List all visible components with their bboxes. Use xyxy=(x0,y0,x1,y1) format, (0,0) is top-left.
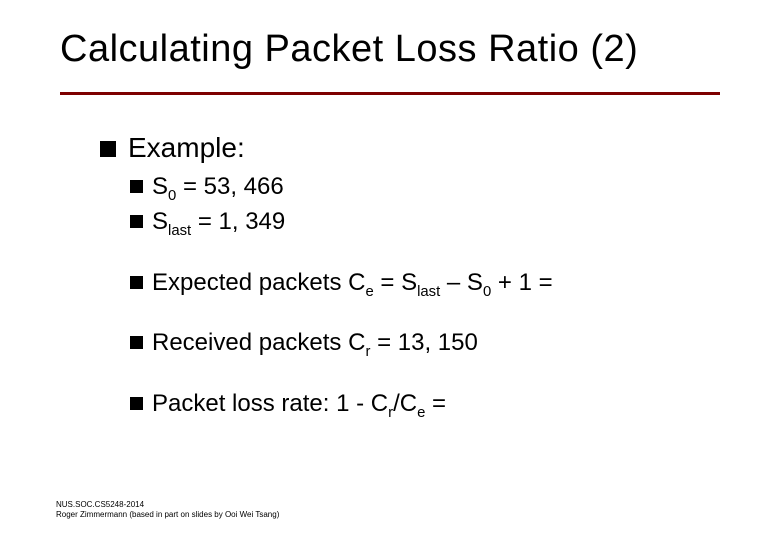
title-rule xyxy=(60,92,720,95)
loss-c: /C xyxy=(393,390,417,417)
spacer xyxy=(100,240,720,266)
content-area: Example: S0 = 53, 466 Slast = 1, 349 Exp… xyxy=(100,132,720,422)
item-received: Received packets Cr = 13, 150 xyxy=(130,326,720,361)
loss-e: = xyxy=(425,390,446,417)
expected-d: last xyxy=(417,283,440,299)
footer: NUS.SOC.CS5248-2014 Roger Zimmermann (ba… xyxy=(56,500,279,520)
expected-f: 0 xyxy=(483,283,491,299)
spacer xyxy=(100,361,720,387)
s0-var: S xyxy=(152,173,168,200)
item-loss: Packet loss rate: 1 - Cr/Ce = xyxy=(130,387,720,422)
heading-example: Example: xyxy=(100,132,720,164)
expected-b: e xyxy=(365,283,373,299)
expected-c: = S xyxy=(374,269,417,296)
received-c: = 13, 150 xyxy=(370,329,477,356)
expected-g: + 1 = xyxy=(491,269,552,296)
expected-a: Expected packets C xyxy=(152,269,365,296)
expected-e: – S xyxy=(440,269,483,296)
footer-line1: NUS.SOC.CS5248-2014 xyxy=(56,500,279,510)
slast-var: S xyxy=(152,208,168,235)
received-a: Received packets C xyxy=(152,329,365,356)
item-expected: Expected packets Ce = Slast – S0 + 1 = xyxy=(130,266,720,301)
item-s0: S0 = 53, 466 xyxy=(130,170,720,205)
slide-title: Calculating Packet Loss Ratio (2) xyxy=(60,28,638,71)
item-slast: Slast = 1, 349 xyxy=(130,205,720,240)
slast-val: = 1, 349 xyxy=(191,208,285,235)
slast-sub: last xyxy=(168,223,191,239)
s0-val: = 53, 466 xyxy=(176,173,283,200)
slide: Calculating Packet Loss Ratio (2) Exampl… xyxy=(0,0,780,540)
spacer xyxy=(100,300,720,326)
footer-line2: Roger Zimmermann (based in part on slide… xyxy=(56,510,279,520)
loss-a: Packet loss rate: 1 - C xyxy=(152,390,388,417)
